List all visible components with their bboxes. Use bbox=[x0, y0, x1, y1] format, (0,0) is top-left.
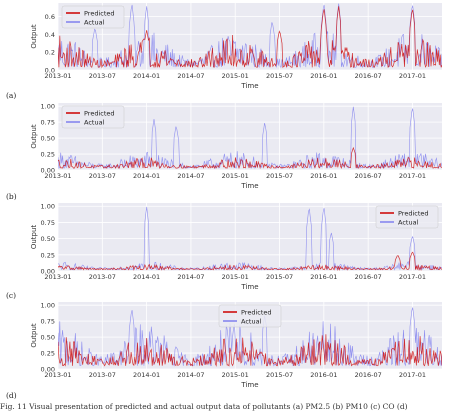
x-tick-label: 2017-01 bbox=[399, 273, 426, 281]
x-tick-label: 2015-07 bbox=[266, 273, 293, 281]
chart-panel-2: 0.00 0.25 0.50 0.75 1.00 2013-01 2013-07 2014-0… bbox=[6, 103, 442, 201]
x-tick-label: 2013-07 bbox=[89, 172, 116, 180]
x-tick-label: 2015-01 bbox=[222, 371, 249, 379]
y-tick-label: 0.25 bbox=[41, 350, 55, 358]
x-tick-label: 2015-01 bbox=[222, 72, 249, 80]
y-tick-label: 0.25 bbox=[41, 251, 55, 259]
x-tick-label: 2016-07 bbox=[355, 172, 382, 180]
x-tick-label: 2016-07 bbox=[355, 371, 382, 379]
panel-label: (a) bbox=[6, 91, 16, 100]
x-tick-label: 2015-07 bbox=[266, 72, 293, 80]
y-tick-label: 0.50 bbox=[41, 334, 55, 342]
y-tick-label: 0.75 bbox=[41, 219, 55, 227]
chart-panel-1: 0.0 0.2 0.4 0.6 2013-01 2013-07 2014-01 2014-07… bbox=[6, 3, 442, 100]
legend-label-predicted: Predicted bbox=[84, 110, 115, 118]
x-tick-label: 2016-01 bbox=[310, 72, 337, 80]
legend-label-predicted: Predicted bbox=[84, 10, 115, 18]
y-tick-label: 1.00 bbox=[41, 302, 55, 310]
x-tick-label: 2013-07 bbox=[89, 371, 116, 379]
x-tick-label: 2014-07 bbox=[177, 72, 204, 80]
y-axis-label: Output bbox=[30, 323, 38, 348]
x-tick-label: 2015-01 bbox=[222, 172, 249, 180]
legend-label-actual: Actual bbox=[398, 219, 419, 227]
legend-label-predicted: Predicted bbox=[398, 210, 429, 218]
x-tick-label: 2014-07 bbox=[177, 172, 204, 180]
x-tick-label: 2016-01 bbox=[310, 371, 337, 379]
x-axis-label: Time bbox=[240, 381, 258, 389]
x-tick-label: 2015-01 bbox=[222, 273, 249, 281]
y-axis-label: Output bbox=[30, 225, 38, 250]
x-tick-label: 2013-01 bbox=[44, 72, 71, 80]
y-tick-label: 0.75 bbox=[41, 318, 55, 326]
x-tick-label: 2013-01 bbox=[44, 172, 71, 180]
chart-panel-3: 0.00 0.25 0.50 0.75 1.00 2013-01 2013-07 2014-0… bbox=[6, 203, 442, 300]
x-tick-label: 2017-01 bbox=[399, 72, 426, 80]
x-tick-label: 2013-01 bbox=[44, 273, 71, 281]
legend-label-actual: Actual bbox=[84, 19, 105, 27]
x-axis-label: Time bbox=[240, 82, 258, 90]
series-line-predicted bbox=[58, 146, 442, 170]
x-tick-label: 2014-01 bbox=[133, 273, 160, 281]
y-tick-label: 0.50 bbox=[41, 235, 55, 243]
panel-label: (b) bbox=[6, 192, 17, 201]
x-tick-label: 2014-07 bbox=[177, 273, 204, 281]
x-tick-label: 2013-07 bbox=[89, 273, 116, 281]
x-tick-label: 2016-07 bbox=[355, 72, 382, 80]
y-tick-label: 0.6 bbox=[45, 13, 55, 21]
y-tick-label: 0.25 bbox=[41, 151, 55, 159]
legend-label-predicted: Predicted bbox=[241, 309, 272, 317]
series-line-predicted bbox=[58, 334, 442, 367]
y-tick-label: 0.00 bbox=[41, 366, 55, 374]
legend-label-actual: Actual bbox=[84, 119, 105, 127]
x-tick-label: 2014-01 bbox=[133, 371, 160, 379]
x-tick-label: 2014-01 bbox=[133, 72, 160, 80]
y-tick-label: 0.0 bbox=[45, 67, 55, 75]
y-tick-label: 0.00 bbox=[41, 167, 55, 175]
y-tick-label: 0.00 bbox=[41, 268, 55, 276]
x-tick-label: 2015-07 bbox=[266, 371, 293, 379]
x-tick-label: 2015-07 bbox=[266, 172, 293, 180]
x-tick-label: 2017-01 bbox=[399, 371, 426, 379]
x-tick-label: 2013-01 bbox=[44, 371, 71, 379]
legend-label-actual: Actual bbox=[241, 318, 262, 326]
x-tick-label: 2017-01 bbox=[399, 172, 426, 180]
panel-label: (c) bbox=[6, 291, 16, 300]
y-tick-label: 0.4 bbox=[45, 31, 55, 39]
y-axis-label: Output bbox=[30, 24, 38, 49]
x-axis-label: Time bbox=[240, 283, 258, 291]
y-tick-label: 0.2 bbox=[45, 49, 55, 57]
y-tick-label: 0.50 bbox=[41, 135, 55, 143]
y-tick-label: 1.00 bbox=[41, 103, 55, 111]
y-tick-label: 0.75 bbox=[41, 119, 55, 127]
x-tick-label: 2016-07 bbox=[355, 273, 382, 281]
x-tick-label: 2013-07 bbox=[89, 72, 116, 80]
x-axis-label: Time bbox=[240, 182, 258, 190]
series-line-predicted bbox=[58, 6, 442, 69]
chart-panel-4: 0.00 0.25 0.50 0.75 1.00 2013-01 2013-07 2014-0… bbox=[6, 302, 442, 400]
x-tick-label: 2016-01 bbox=[310, 273, 337, 281]
x-tick-label: 2016-01 bbox=[310, 172, 337, 180]
figure-caption: Fig. 11 Visual presentation of predicted… bbox=[0, 402, 408, 411]
panel-label: (d) bbox=[6, 391, 17, 400]
y-axis-label: Output bbox=[30, 124, 38, 149]
y-tick-label: 1.00 bbox=[41, 203, 55, 211]
x-tick-label: 2014-01 bbox=[133, 172, 160, 180]
x-tick-label: 2014-07 bbox=[177, 371, 204, 379]
series-line-predicted bbox=[58, 251, 442, 271]
